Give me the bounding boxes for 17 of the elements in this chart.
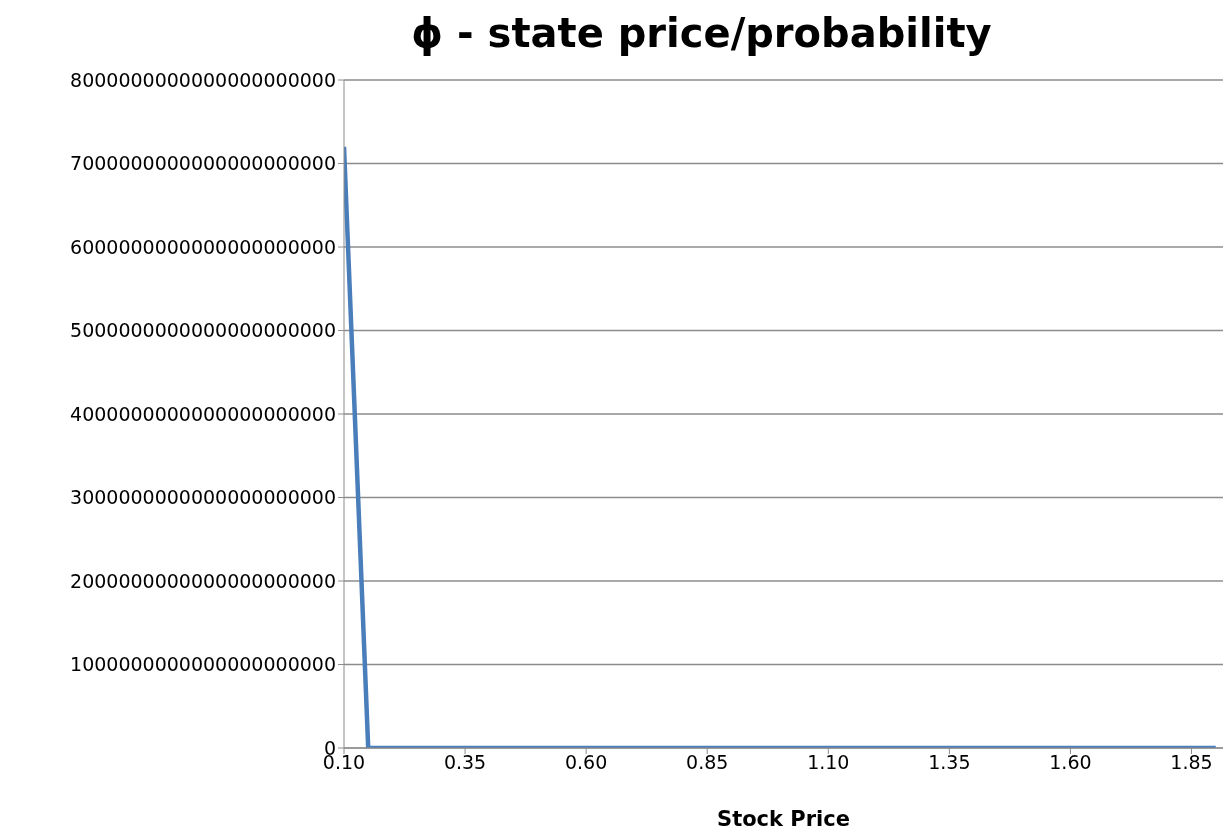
- y-tick-label: 5000000000000000000000: [70, 319, 336, 342]
- x-tick-label: 1.35: [928, 751, 971, 774]
- y-tick-label: 3000000000000000000000: [70, 486, 336, 509]
- x-tick-label: 1.60: [1049, 751, 1092, 774]
- y-tick-label: 8000000000000000000000: [70, 68, 336, 91]
- y-tick-label: 7000000000000000000000: [70, 152, 336, 175]
- x-tick-label: 1.10: [807, 751, 850, 774]
- y-tick-label: 6000000000000000000000: [70, 235, 336, 258]
- y-tick-label: 1000000000000000000000: [70, 653, 336, 676]
- x-tick-label: 0.85: [686, 751, 729, 774]
- x-axis-title: Stock Price: [717, 807, 850, 831]
- x-tick-label: 1.85: [1170, 751, 1213, 774]
- y-tick-label: 2000000000000000000000: [70, 569, 336, 592]
- x-tick-label: 0.35: [443, 751, 487, 774]
- chart-title: ϕ - state price/probability: [410, 9, 993, 58]
- x-tick-label: 0.60: [564, 751, 608, 774]
- y-tick-label: 4000000000000000000000: [70, 402, 336, 425]
